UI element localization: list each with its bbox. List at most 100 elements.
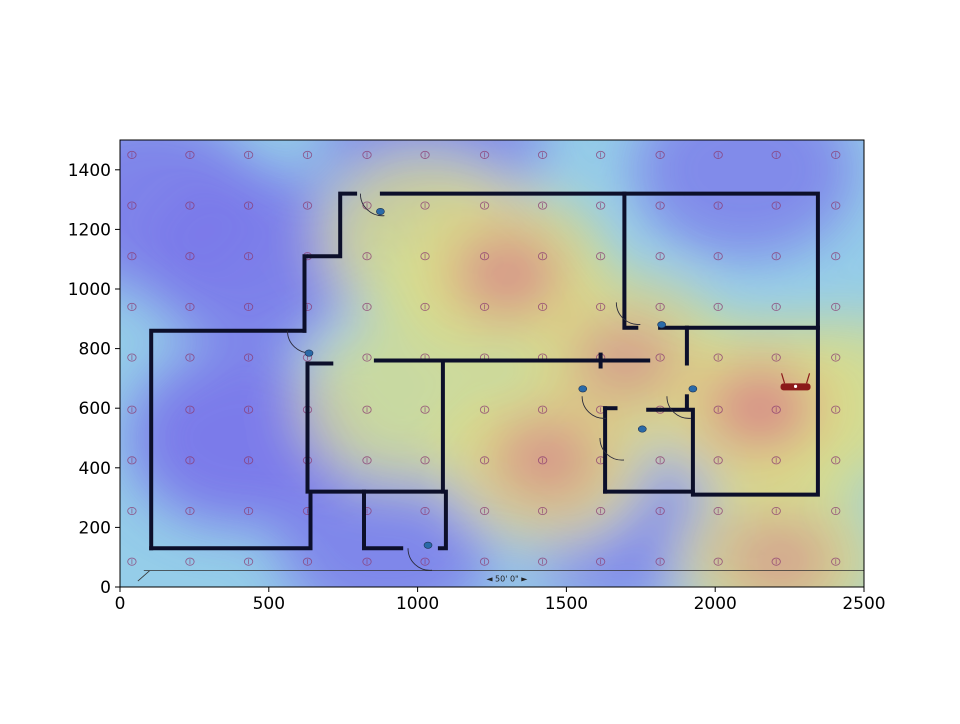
sample-point bbox=[127, 557, 137, 566]
sample-point bbox=[713, 557, 723, 566]
wall bbox=[362, 489, 404, 551]
sample-point bbox=[537, 456, 548, 465]
sample-point bbox=[362, 557, 372, 566]
door-arc bbox=[581, 396, 607, 419]
wall bbox=[302, 191, 358, 333]
sample-point bbox=[771, 456, 781, 465]
sample-point bbox=[713, 506, 723, 516]
sample-point bbox=[185, 302, 195, 311]
door-icon bbox=[376, 208, 385, 216]
sample-point bbox=[713, 201, 723, 210]
sample-point bbox=[537, 150, 548, 159]
sample-point bbox=[420, 456, 430, 465]
sample-point bbox=[831, 201, 841, 210]
sample-point bbox=[479, 302, 490, 311]
sample-point bbox=[420, 557, 430, 566]
door-arc bbox=[359, 193, 385, 217]
sample-point bbox=[831, 252, 841, 261]
sample-point bbox=[831, 302, 841, 311]
sample-point bbox=[362, 150, 372, 159]
sample-point bbox=[771, 405, 781, 414]
sample-point bbox=[302, 201, 313, 210]
sample-point bbox=[185, 557, 195, 566]
door-icon bbox=[657, 321, 666, 329]
sample-point bbox=[713, 353, 723, 362]
door-icon bbox=[688, 385, 698, 393]
sample-point bbox=[771, 557, 781, 566]
sample-point bbox=[771, 252, 781, 261]
sample-point bbox=[243, 557, 254, 566]
x-tick-label: 500 bbox=[253, 594, 285, 614]
scale-bar: ◄ 50' 0" ► bbox=[137, 570, 864, 584]
sample-point bbox=[243, 506, 254, 516]
sample-point bbox=[655, 252, 665, 261]
sample-point bbox=[771, 201, 781, 210]
sample-point bbox=[771, 353, 781, 362]
sample-point bbox=[243, 302, 254, 311]
sample-point bbox=[713, 252, 723, 261]
sample-point bbox=[127, 506, 137, 516]
door-arc bbox=[615, 302, 641, 325]
sample-point bbox=[595, 150, 606, 159]
sample-point bbox=[713, 150, 723, 159]
sample-point bbox=[595, 557, 606, 566]
x-tick-label: 1000 bbox=[396, 594, 439, 614]
sample-point bbox=[595, 252, 606, 261]
sample-point bbox=[595, 201, 606, 210]
door-icon bbox=[423, 541, 433, 549]
sample-point bbox=[185, 456, 195, 465]
sample-point bbox=[831, 405, 841, 414]
sample-point bbox=[479, 557, 490, 566]
scale-label: ◄ 50' 0" ► bbox=[486, 575, 528, 584]
sample-point bbox=[479, 405, 490, 414]
sample-point bbox=[185, 353, 195, 362]
x-tick-label: 1500 bbox=[545, 594, 588, 614]
door-arc bbox=[599, 437, 625, 461]
sample-point bbox=[479, 150, 490, 159]
sample-point bbox=[185, 506, 195, 516]
sample-point bbox=[655, 506, 665, 516]
sample-point bbox=[713, 302, 723, 311]
sample-point bbox=[127, 302, 137, 311]
sample-point bbox=[420, 252, 430, 261]
sample-point bbox=[127, 201, 137, 210]
sample-point bbox=[243, 405, 254, 414]
sample-point bbox=[362, 353, 372, 362]
sample-point bbox=[537, 557, 548, 566]
sample-point bbox=[420, 506, 430, 516]
sample-point bbox=[302, 150, 313, 159]
sample-point bbox=[362, 456, 372, 465]
sample-point bbox=[831, 506, 841, 516]
sample-point bbox=[243, 456, 254, 465]
sample-point bbox=[713, 456, 723, 465]
cold-spot bbox=[120, 140, 261, 289]
sample-point bbox=[831, 353, 841, 362]
y-tick-label: 800 bbox=[79, 340, 111, 360]
sample-point bbox=[479, 252, 490, 261]
y-tick-label: 0 bbox=[100, 578, 111, 598]
sample-point bbox=[831, 456, 841, 465]
y-tick-label: 400 bbox=[79, 459, 111, 479]
sample-point bbox=[831, 150, 841, 159]
sample-point bbox=[771, 506, 781, 516]
sample-point bbox=[420, 302, 430, 311]
sample-point bbox=[537, 506, 548, 516]
cold-spot bbox=[128, 349, 350, 527]
wall bbox=[149, 328, 307, 551]
hot-spot bbox=[721, 512, 840, 587]
door-icon bbox=[304, 349, 314, 357]
sample-point bbox=[655, 353, 665, 362]
sample-point bbox=[479, 201, 490, 210]
sample-point bbox=[243, 150, 254, 159]
sample-point bbox=[420, 150, 430, 159]
sample-point bbox=[243, 353, 254, 362]
sample-point bbox=[185, 201, 195, 210]
door-icon bbox=[578, 385, 588, 393]
sample-point bbox=[771, 302, 781, 311]
sample-point bbox=[655, 456, 665, 465]
wall bbox=[149, 489, 448, 551]
sample-point bbox=[479, 506, 490, 516]
sample-point bbox=[655, 150, 665, 159]
sample-point bbox=[362, 252, 372, 261]
